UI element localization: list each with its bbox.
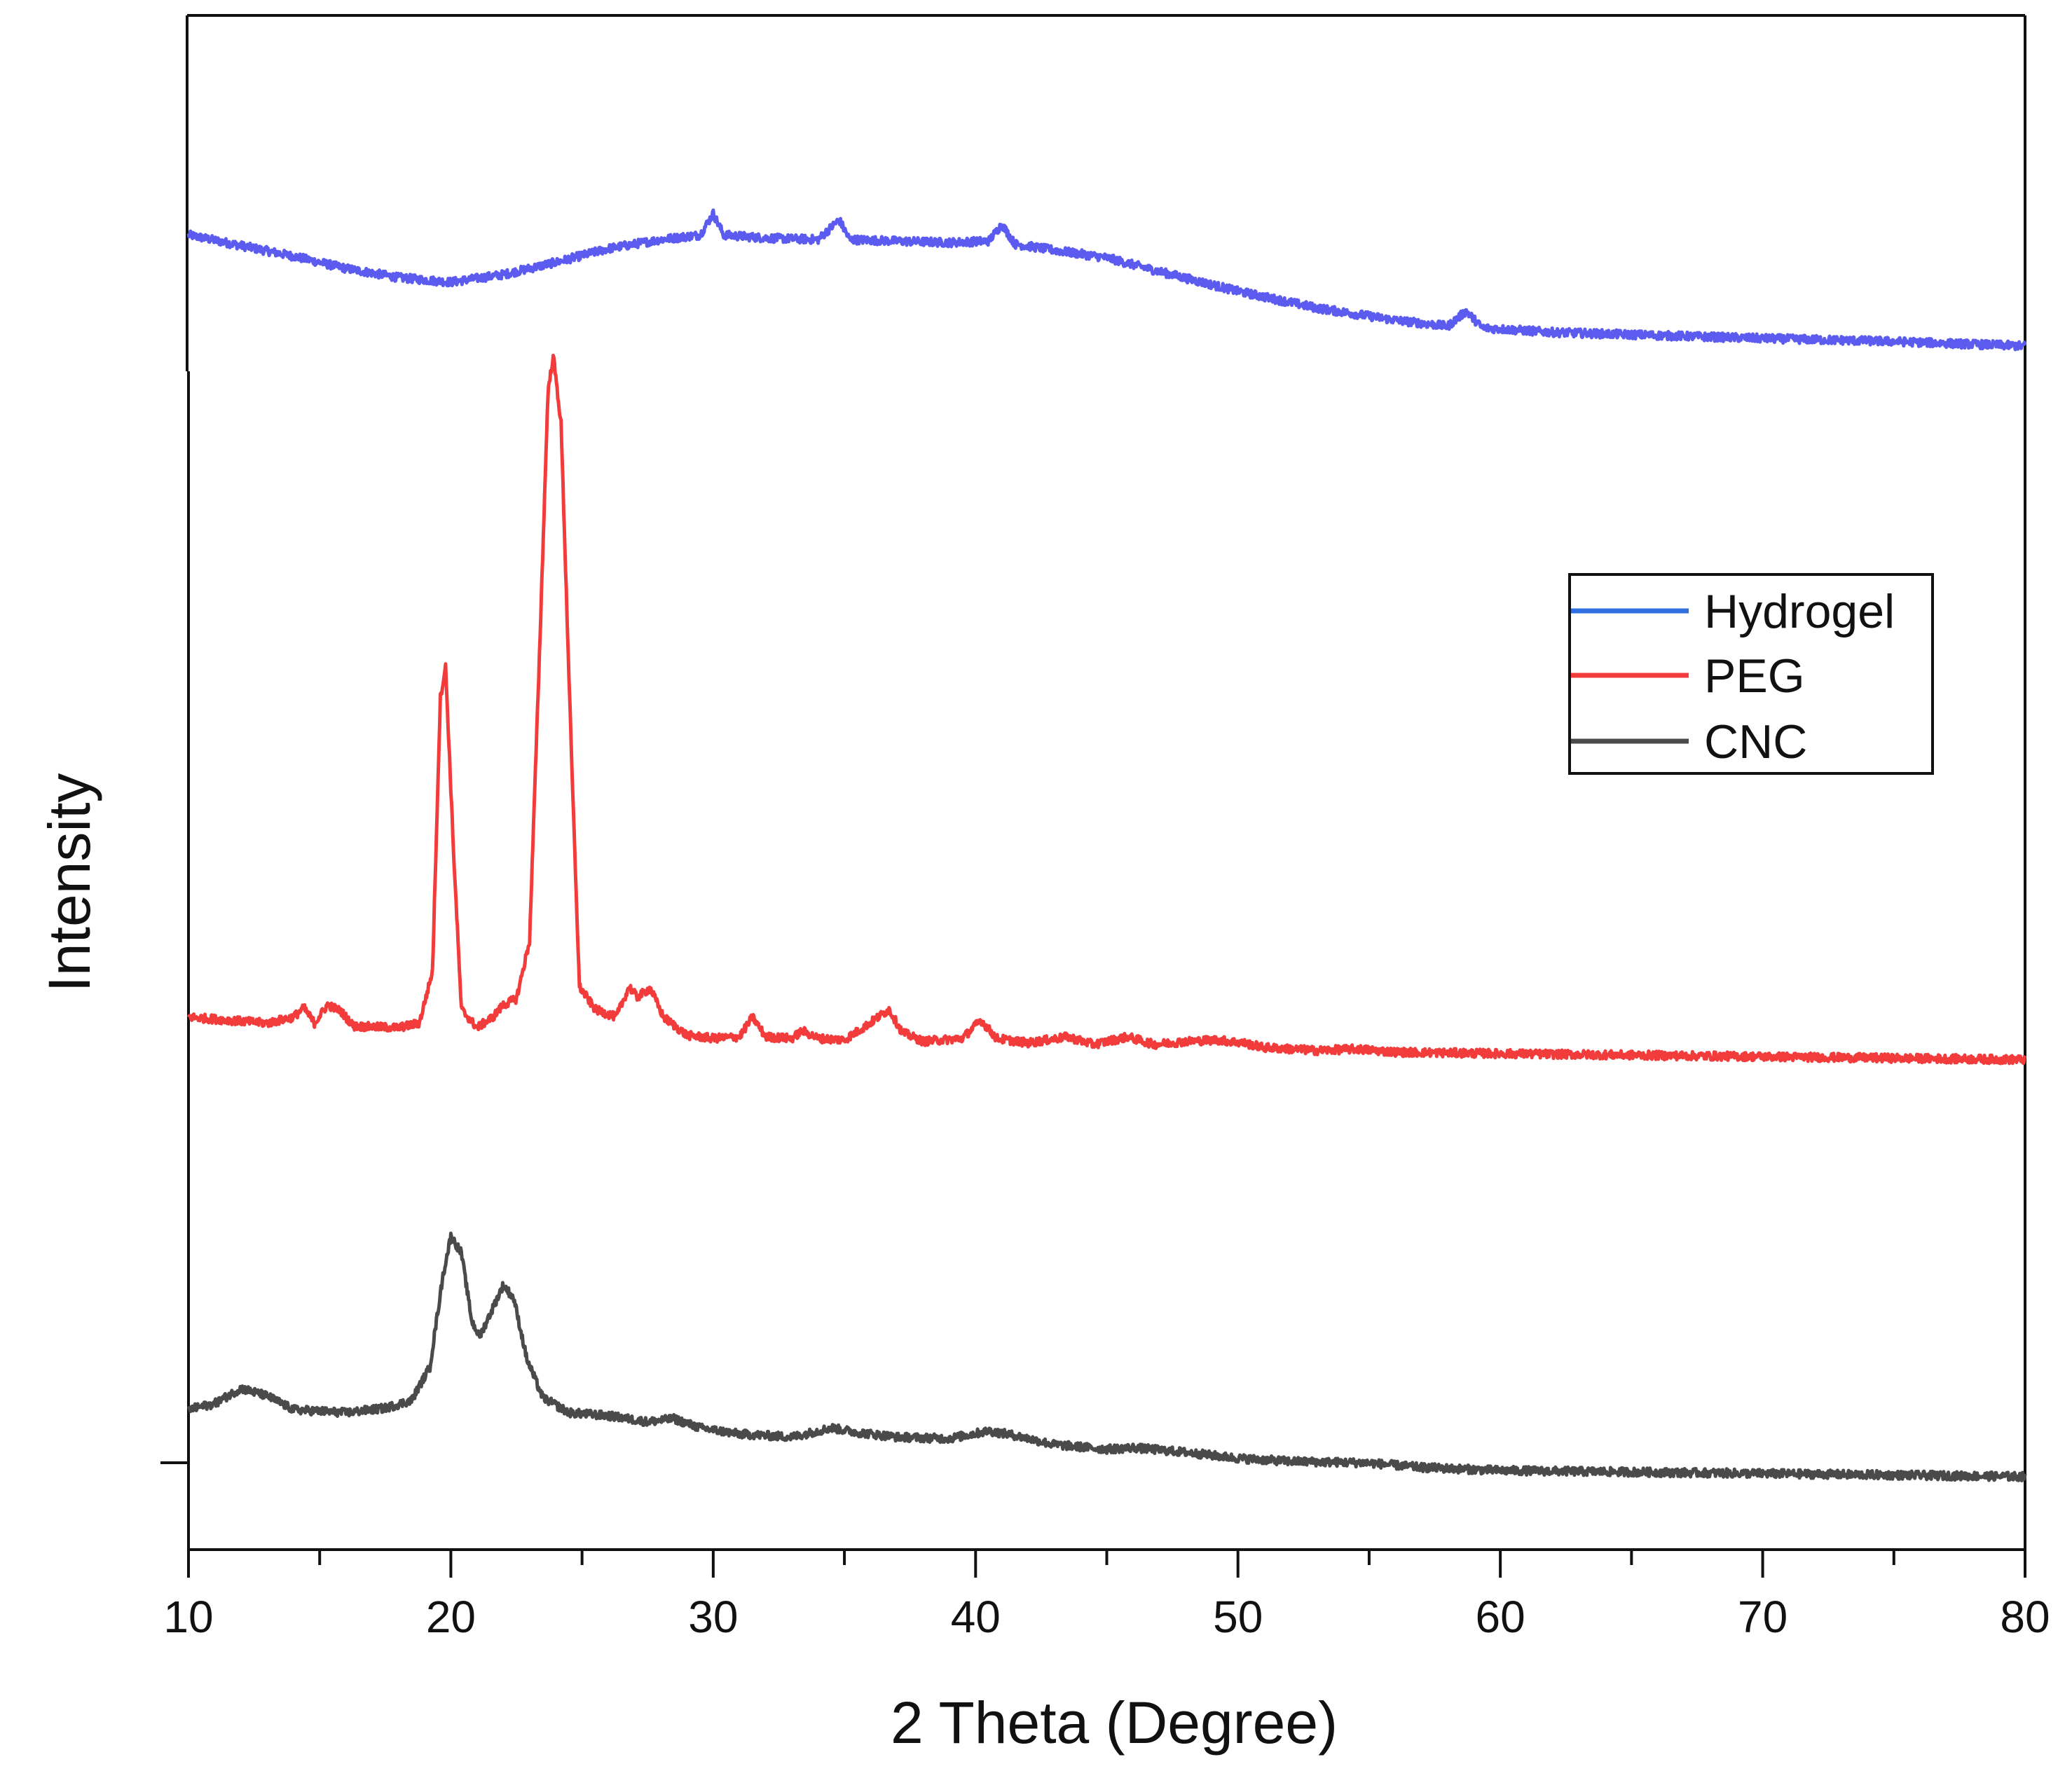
series-line-peg [186,353,2027,1066]
x-tick-label: 20 [426,1592,476,1642]
legend: Hydrogel PEG CNC [1568,573,1934,775]
series-line-cnc [186,1232,2027,1482]
y-axis-label: Intensity [36,773,102,993]
x-tick-label: 40 [951,1592,1001,1642]
x-tick-label: 50 [1213,1592,1263,1642]
x-tick-label: 60 [1476,1592,1525,1642]
x-axis-label: 2 Theta (Degree) [891,1690,1338,1756]
x-tick-label: 10 [163,1592,213,1642]
legend-label-hydrogel: Hydrogel [1704,585,1895,638]
x-axis-ticks: 10 20 30 40 50 60 70 80 [163,1550,2050,1642]
series-layer [186,208,2027,1482]
legend-label-peg: PEG [1704,649,1805,703]
x-tick-label: 70 [1738,1592,1788,1642]
series-line-hydrogel [186,208,2027,352]
x-tick-label: 80 [2000,1592,2050,1642]
x-tick-label: 30 [688,1592,738,1642]
plot-frame [160,14,2026,1551]
legend-label-cnc: CNC [1704,715,1807,769]
